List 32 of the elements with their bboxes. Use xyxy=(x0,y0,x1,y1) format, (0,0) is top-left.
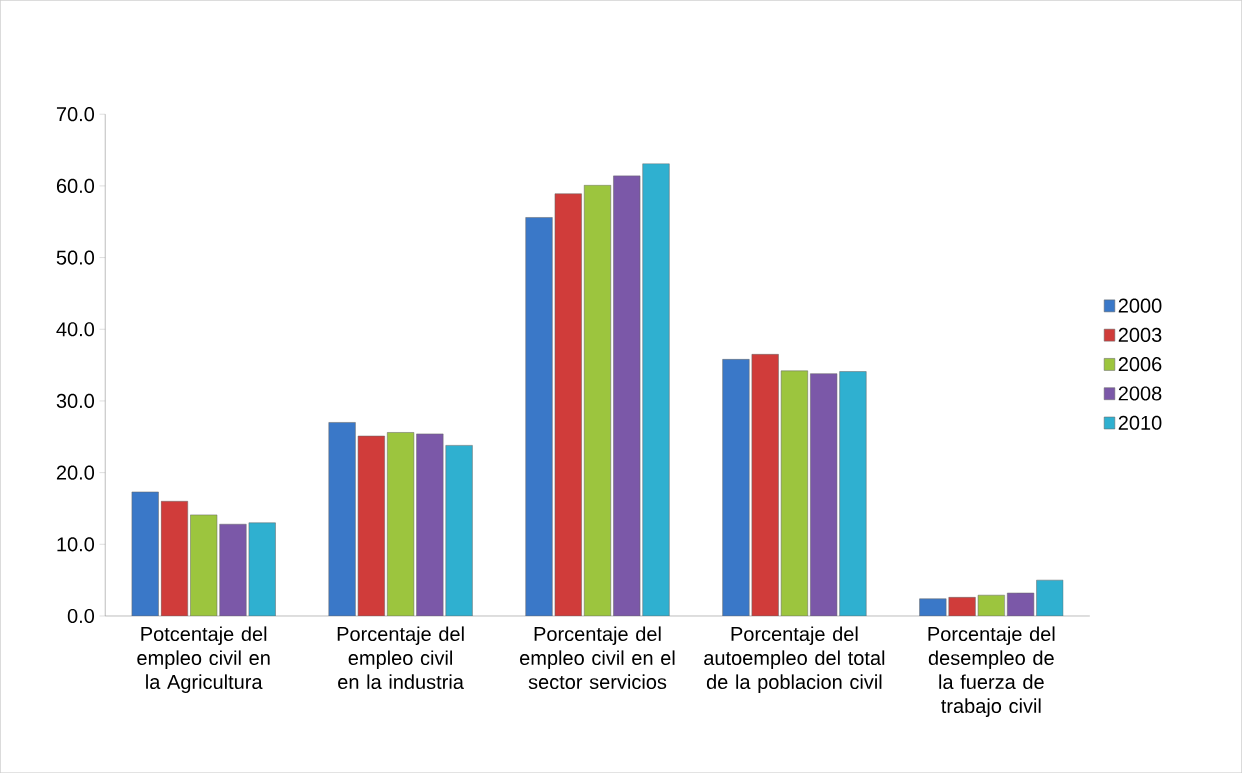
legend-label: 2008 xyxy=(1118,386,1162,401)
bar xyxy=(248,522,276,616)
bar xyxy=(839,371,867,616)
bar xyxy=(131,491,159,616)
bar xyxy=(583,184,612,616)
x-tick-label: Porcentaje del desempleo de la fuerza de trabajo civil xyxy=(928,626,1055,717)
bar xyxy=(387,432,415,616)
x-tick-label: Porcentaje del empleo civil en el sector servicios xyxy=(520,626,675,689)
y-tick-label: 0.0 xyxy=(67,608,95,623)
bar xyxy=(810,373,838,616)
y-tick-label: 50.0 xyxy=(56,250,95,265)
bar xyxy=(780,370,808,616)
bar xyxy=(219,523,247,616)
bar xyxy=(613,175,641,616)
x-tick-label: Potcentaje del empleo civil en la Agricultura xyxy=(137,626,270,693)
bar xyxy=(445,445,473,616)
y-tick-label: 10.0 xyxy=(57,537,95,552)
y-tick-label: 20.0 xyxy=(56,465,95,480)
bar xyxy=(160,500,188,616)
y-tick-label: 60.0 xyxy=(56,178,95,193)
y-tick-label: 70.0 xyxy=(56,107,95,122)
x-tick-label: Porcentaje del autoempleo del total de la poblacion civil xyxy=(704,626,885,693)
bar xyxy=(642,163,670,616)
legend-label: 2003 xyxy=(1118,327,1162,342)
legend-label: 2000 xyxy=(1118,298,1162,313)
legend-label: 2010 xyxy=(1118,415,1162,430)
bar xyxy=(416,433,444,616)
bar xyxy=(190,514,218,616)
legend-label: 2006 xyxy=(1118,357,1162,372)
y-tick-label: 40.0 xyxy=(56,322,95,337)
x-tick-label: Porcentaje del empleo civil en la industria xyxy=(337,626,464,689)
y-tick-label: 30.0 xyxy=(56,393,95,408)
